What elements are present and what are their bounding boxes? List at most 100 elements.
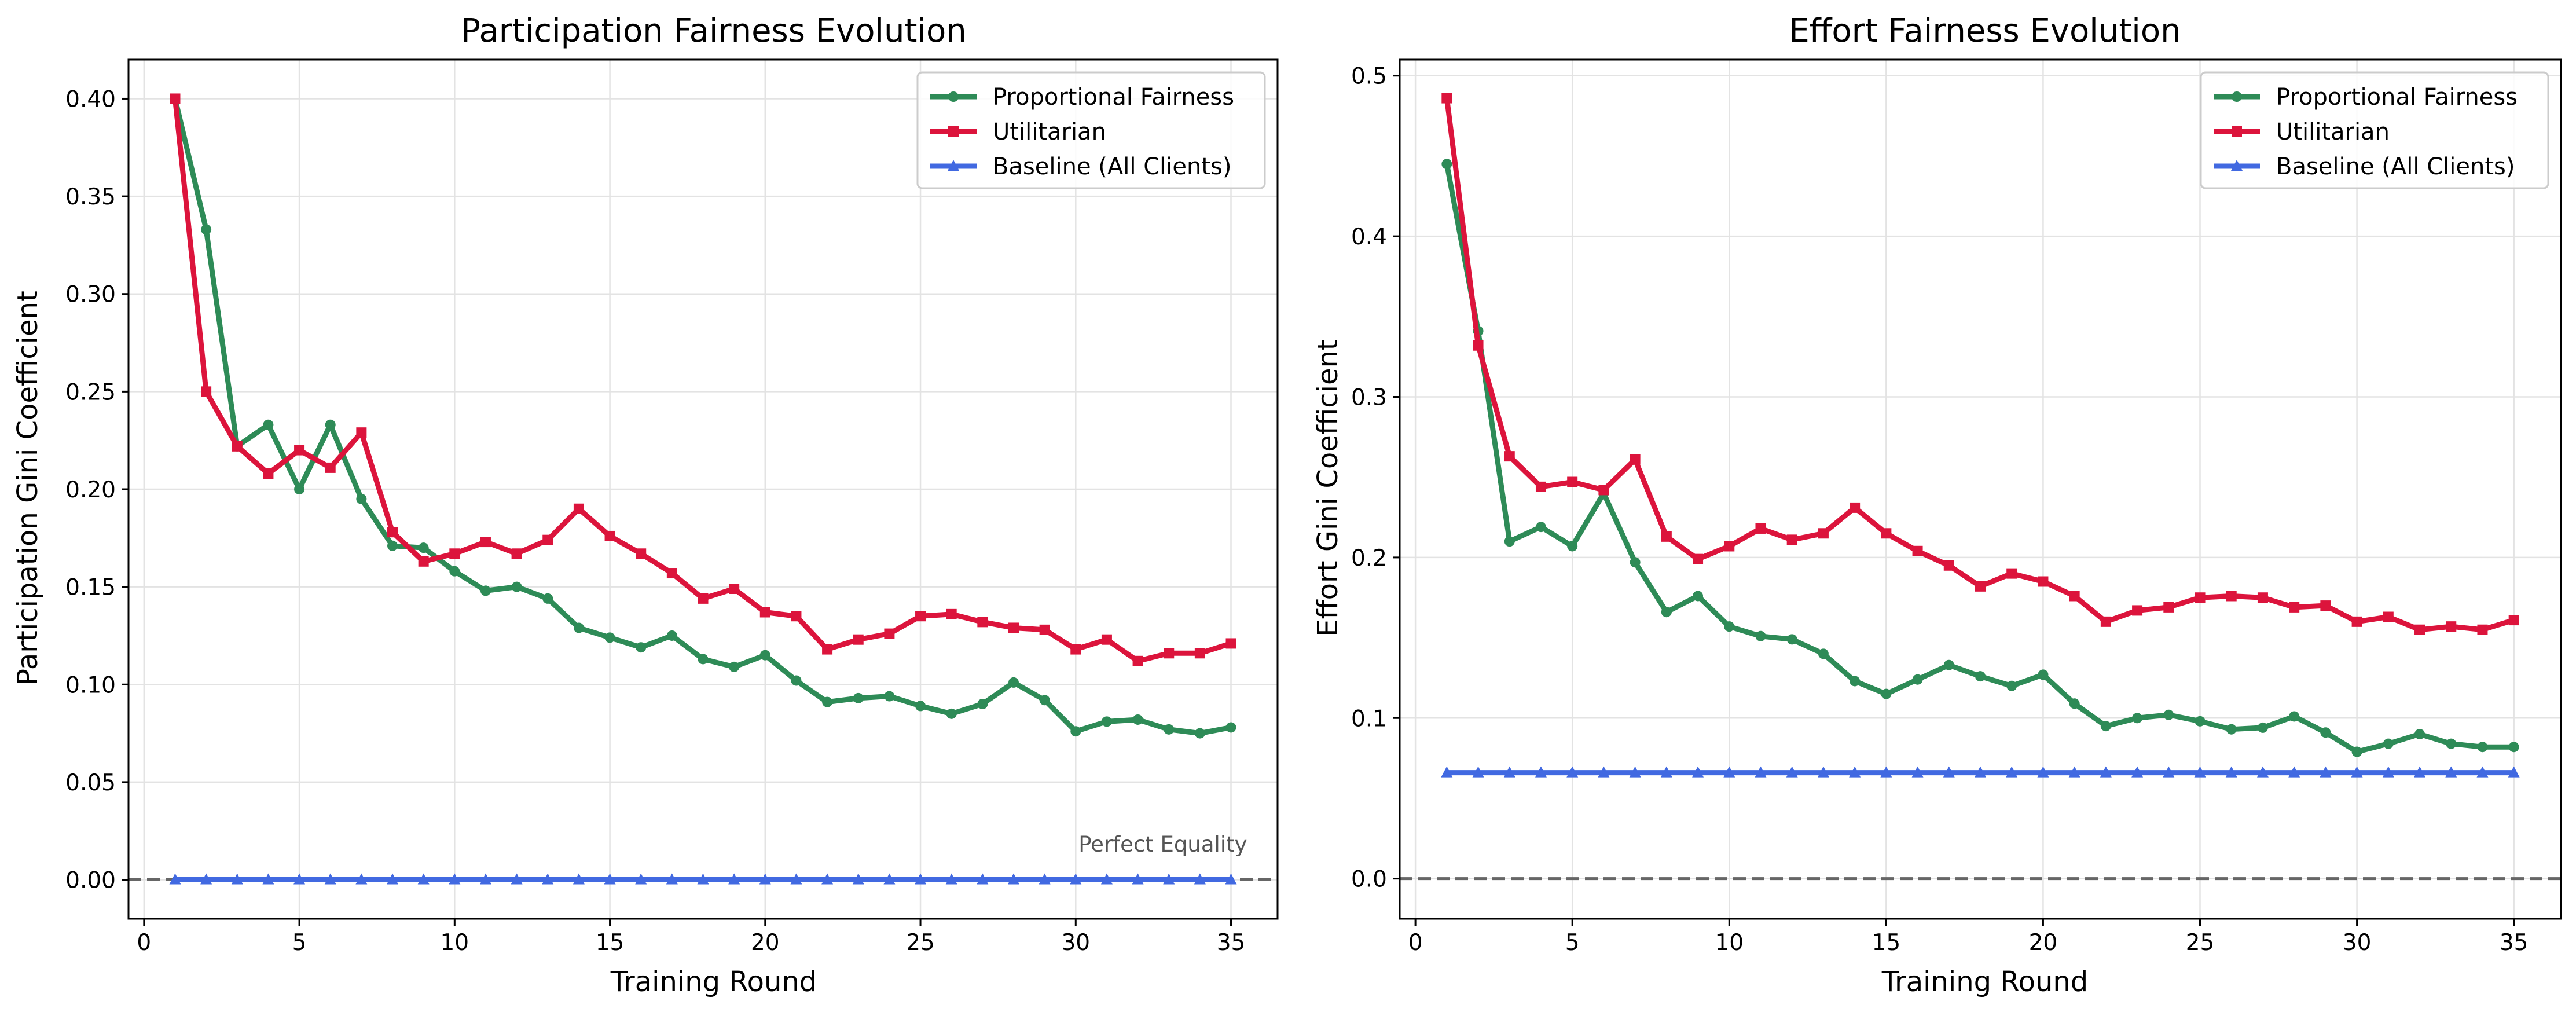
data-point bbox=[1039, 695, 1050, 706]
data-point bbox=[2132, 713, 2143, 724]
data-point bbox=[1225, 638, 1236, 649]
data-point bbox=[604, 873, 616, 885]
data-point bbox=[511, 581, 522, 592]
data-point bbox=[852, 873, 864, 885]
data-point bbox=[945, 873, 957, 885]
data-point bbox=[790, 873, 802, 885]
data-point bbox=[2414, 624, 2425, 635]
data-point bbox=[666, 873, 678, 885]
data-point bbox=[2132, 605, 2143, 616]
legend-label: Proportional Fairness bbox=[2276, 84, 2518, 111]
data-point bbox=[698, 654, 709, 665]
data-point bbox=[1943, 659, 1954, 670]
data-point bbox=[946, 608, 957, 619]
data-point bbox=[2508, 766, 2520, 778]
x-tick-label: 0 bbox=[1408, 930, 1423, 956]
data-point bbox=[2289, 711, 2300, 722]
legend-marker bbox=[2232, 126, 2242, 137]
data-point bbox=[2351, 746, 2362, 757]
data-point bbox=[915, 611, 926, 622]
y-tick-label: 0.25 bbox=[65, 379, 116, 405]
data-point bbox=[1039, 873, 1051, 885]
data-point bbox=[2383, 738, 2394, 749]
data-point bbox=[262, 873, 274, 885]
legend-entry-baseline-all-clients: Baseline (All Clients) bbox=[930, 153, 1231, 180]
legend-label: Proportional Fairness bbox=[993, 84, 1234, 111]
data-point bbox=[1786, 766, 1798, 778]
data-point bbox=[417, 873, 430, 885]
data-point bbox=[293, 873, 306, 885]
data-point bbox=[1943, 766, 1955, 778]
data-point bbox=[1194, 648, 1205, 659]
data-point bbox=[1567, 541, 1578, 552]
data-point bbox=[1194, 873, 1206, 885]
data-point bbox=[1225, 873, 1237, 885]
data-point bbox=[449, 566, 460, 577]
legend-label: Baseline (All Clients) bbox=[993, 153, 1231, 180]
x-tick-label: 35 bbox=[2500, 930, 2529, 956]
plot-frame bbox=[1399, 58, 2562, 920]
data-point bbox=[2351, 616, 2362, 627]
legend-entry-utilitarian: Utilitarian bbox=[930, 119, 1106, 145]
series-proportional-fairness bbox=[1441, 159, 2519, 757]
legend: Proportional Fairness Utilitarian Baseline… bbox=[916, 71, 1266, 189]
data-point bbox=[1225, 722, 1236, 733]
data-point bbox=[853, 634, 864, 645]
data-point bbox=[1880, 766, 1892, 778]
data-point bbox=[1070, 726, 1081, 737]
data-point bbox=[2256, 766, 2269, 778]
data-point bbox=[2508, 615, 2519, 626]
data-point bbox=[1723, 766, 1735, 778]
x-axis-label: Training Round bbox=[610, 966, 817, 998]
data-point bbox=[2351, 766, 2363, 778]
data-point bbox=[170, 93, 181, 104]
participation-fairness-chart: Participation Fairness Evolution Trainin… bbox=[12, 12, 1279, 998]
data-point bbox=[698, 593, 709, 604]
data-point bbox=[1007, 873, 1019, 885]
data-point bbox=[2320, 727, 2331, 738]
data-point bbox=[1724, 621, 1735, 632]
data-point bbox=[2446, 621, 2457, 632]
data-point bbox=[387, 540, 398, 551]
legend-label: Utilitarian bbox=[2276, 119, 2390, 145]
x-tick-label: 30 bbox=[1061, 930, 1090, 956]
x-tick-label: 15 bbox=[596, 930, 625, 956]
y-tick-label: 0.15 bbox=[65, 575, 116, 601]
data-point bbox=[1441, 159, 1452, 170]
data-point bbox=[1070, 644, 1081, 655]
data-point bbox=[1164, 724, 1175, 735]
legend-marker bbox=[948, 126, 959, 137]
data-point bbox=[1039, 624, 1050, 635]
data-point bbox=[2477, 624, 2488, 635]
effort-fairness-chart: Effort Fairness Evolution Training Round… bbox=[1312, 12, 2562, 998]
data-point bbox=[1755, 630, 1766, 641]
x-tick-label: 25 bbox=[2186, 930, 2215, 956]
data-point bbox=[1132, 873, 1144, 885]
data-point bbox=[263, 419, 274, 430]
data-point bbox=[759, 650, 770, 661]
data-point bbox=[2131, 766, 2144, 778]
data-point bbox=[635, 873, 647, 885]
y-tick-label: 0.40 bbox=[65, 86, 116, 112]
data-point bbox=[418, 556, 429, 567]
data-point bbox=[2006, 568, 2017, 579]
y-tick-label: 0.30 bbox=[65, 282, 116, 308]
data-point bbox=[2257, 592, 2268, 603]
legend-label: Baseline (All Clients) bbox=[2276, 153, 2515, 180]
data-point bbox=[977, 873, 989, 885]
data-point bbox=[1786, 634, 1797, 645]
data-point bbox=[1472, 766, 1484, 778]
data-point bbox=[418, 542, 429, 553]
data-point bbox=[1817, 766, 1829, 778]
data-point bbox=[231, 873, 243, 885]
data-point bbox=[791, 675, 802, 686]
y-tick-label: 0.35 bbox=[65, 184, 116, 210]
x-tick-label: 0 bbox=[137, 930, 151, 956]
data-point bbox=[2476, 766, 2489, 778]
data-point bbox=[1535, 481, 1546, 492]
data-point bbox=[791, 611, 802, 622]
legend-entry-utilitarian: Utilitarian bbox=[2214, 119, 2390, 145]
data-point bbox=[666, 630, 677, 641]
data-point bbox=[479, 873, 491, 885]
